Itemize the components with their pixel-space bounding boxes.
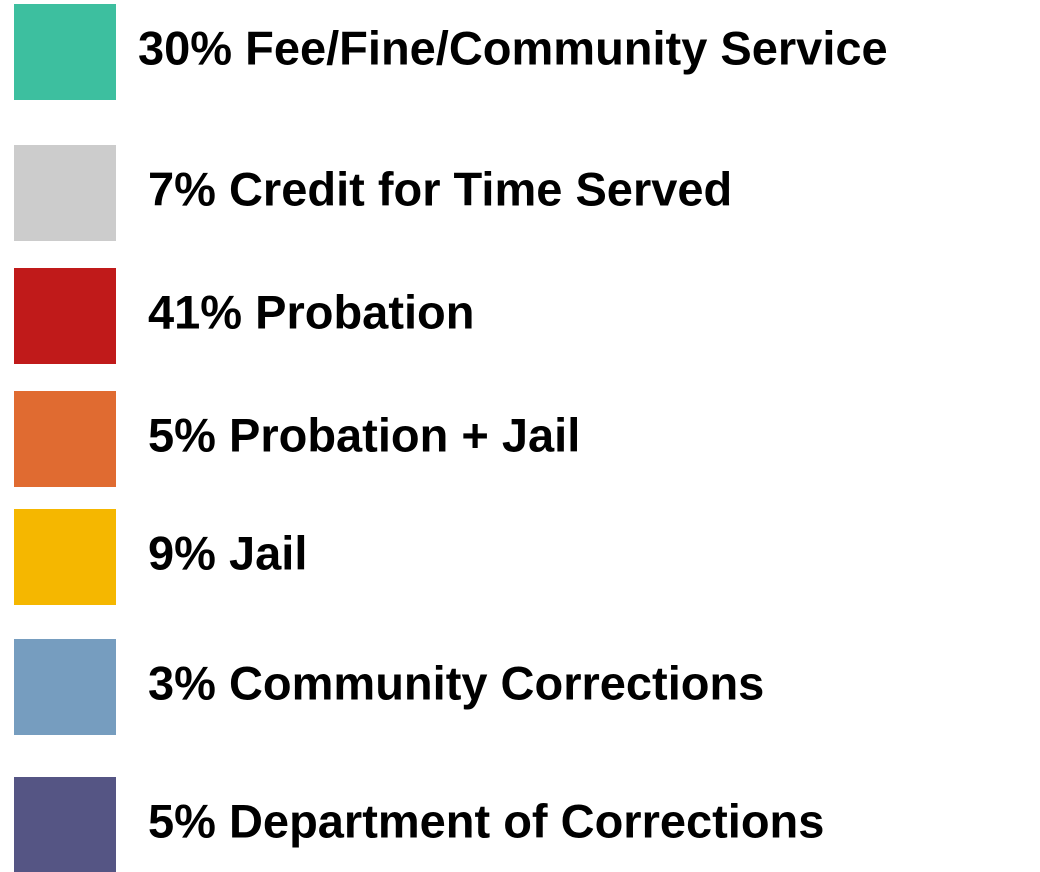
legend-label: 5% Probation + Jail [148, 408, 580, 461]
legend-label: 3% Community Corrections [148, 656, 764, 709]
legend-label: 30% Fee/Fine/Community Service [138, 21, 888, 74]
legend-swatch [14, 391, 116, 487]
legend-swatch [14, 509, 116, 605]
legend-label: 41% Probation [148, 285, 474, 338]
legend-label: 5% Department of Corrections [148, 794, 824, 847]
legend-swatch [14, 777, 116, 872]
legend-swatch [14, 145, 116, 241]
legend-label: 7% Credit for Time Served [148, 162, 732, 215]
legend-swatch [14, 4, 116, 100]
legend-label: 9% Jail [148, 526, 307, 579]
legend-swatch [14, 268, 116, 364]
legend-swatch [14, 639, 116, 735]
